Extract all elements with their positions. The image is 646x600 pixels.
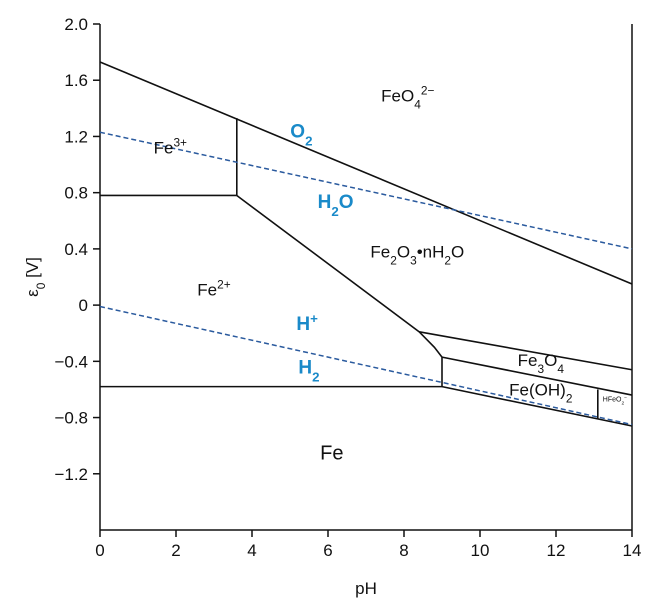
boundary-line (419, 331, 633, 371)
x-tick-label: 14 (623, 541, 642, 560)
text-part: 2 (331, 203, 338, 218)
text-part: [V] (23, 257, 42, 283)
x-tick-label: 2 (171, 541, 180, 560)
y-tick-label: −0.4 (54, 352, 88, 371)
text-part: •nH (417, 243, 445, 262)
region-label: HFeO2− (603, 396, 627, 406)
text-part: ε (23, 289, 42, 297)
region-label: O2 (290, 121, 312, 148)
region-label: Fe3+ (154, 136, 187, 158)
y-tick-label: 0.4 (64, 240, 88, 259)
boundary-line (441, 356, 633, 396)
y-tick-label: −1.2 (54, 465, 88, 484)
x-axis-label: pH (355, 579, 377, 598)
text-part: 4 (414, 98, 421, 112)
text-part: O (544, 351, 557, 370)
text-part: 3 (537, 362, 544, 376)
text-part: O (290, 121, 305, 142)
y-tick-label: 0 (79, 296, 88, 315)
y-axis-label: ε0 [V] (23, 257, 48, 297)
text-part: FeO (381, 87, 414, 106)
text-part: 2 (312, 369, 319, 384)
x-tick-label: 0 (95, 541, 104, 560)
text-part: 3 (410, 254, 417, 268)
text-part: O (339, 192, 354, 213)
y-tick-label: 1.6 (64, 71, 88, 90)
text-part: 0 (34, 282, 48, 289)
x-tick-label: 12 (547, 541, 566, 560)
text-part: Fe (154, 139, 174, 158)
x-tick-label: 10 (471, 541, 490, 560)
region-label: Fe(OH)2 (509, 380, 573, 405)
boundary-line (441, 385, 633, 427)
text-part: Fe(OH) (509, 380, 566, 399)
x-tick-label: 4 (247, 541, 256, 560)
text-part: 2 (305, 133, 312, 148)
text-part: O (397, 243, 410, 262)
text-part: 2 (444, 254, 451, 268)
text-part: Fe (518, 351, 538, 370)
text-part: HFeO (603, 397, 622, 404)
boundary-line (236, 194, 443, 387)
text-part: 2 (621, 400, 624, 406)
boundary-line (99, 61, 633, 285)
text-part: − (624, 396, 627, 401)
y-tick-label: 1.2 (64, 127, 88, 146)
region-label: H+ (296, 311, 318, 336)
text-part: H (318, 192, 332, 213)
region-label: Fe2O3•nH2O (370, 243, 464, 268)
text-part: 2+ (217, 278, 231, 292)
text-part: H (296, 314, 310, 335)
region-label: H2O (318, 192, 354, 219)
text-part: O (451, 243, 464, 262)
text-part: Fe (370, 243, 390, 262)
region-label: Fe (320, 443, 343, 465)
water-line (99, 131, 633, 250)
y-tick-label: 0.8 (64, 184, 88, 203)
text-part: Fe (320, 443, 343, 465)
y-tick-label: 2.0 (64, 15, 88, 34)
text-part: H (298, 358, 312, 379)
text-part: Fe (197, 281, 217, 300)
x-tick-label: 6 (323, 541, 332, 560)
region-label: H2 (298, 358, 319, 385)
text-part: 2− (421, 84, 435, 98)
water-line (99, 305, 633, 426)
region-label: FeO42− (381, 84, 434, 112)
region-label: Fe3O4 (518, 351, 565, 376)
text-part: 2 (390, 254, 397, 268)
region-label: Fe2+ (197, 278, 230, 300)
y-tick-label: −0.8 (54, 409, 88, 428)
text-part: 2 (566, 391, 573, 405)
text-part: 3+ (173, 136, 187, 150)
text-part: 4 (557, 362, 564, 376)
text-part: + (310, 311, 318, 326)
x-tick-label: 8 (399, 541, 408, 560)
